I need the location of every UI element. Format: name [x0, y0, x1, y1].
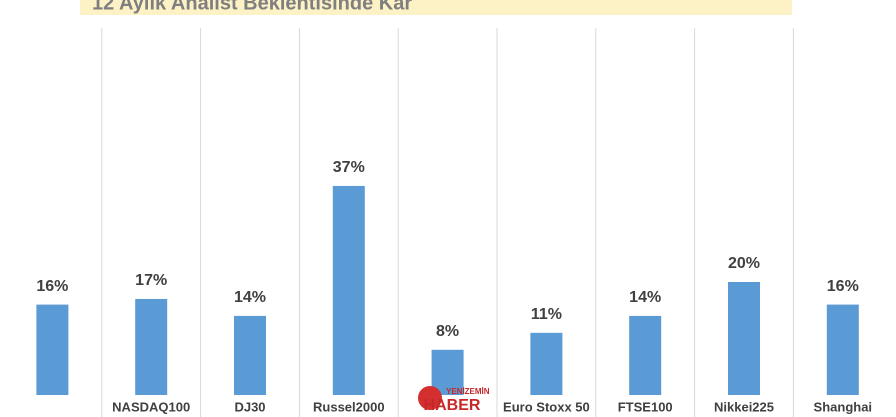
bar — [728, 282, 760, 395]
x-tick-label: Nikkei225 — [714, 399, 774, 414]
watermark-logo — [418, 386, 442, 410]
title-band — [80, 0, 792, 15]
data-label: 17% — [135, 272, 167, 289]
chart-title: 12 Aylık Analist Beklentisinde Kar — [92, 0, 412, 14]
x-tick-label: FTSE100 — [618, 399, 673, 414]
data-label: 16% — [827, 278, 859, 295]
x-tick-label: Russel2000 — [313, 399, 385, 414]
x-tick-label: NASDAQ100 — [112, 399, 190, 414]
bar — [826, 304, 859, 395]
data-label: 37% — [333, 159, 365, 176]
bar — [234, 315, 266, 395]
data-label: 8% — [436, 323, 459, 340]
data-label: 11% — [531, 306, 562, 323]
data-label: 20% — [728, 255, 760, 272]
watermark-text: HABER — [424, 397, 481, 414]
bar — [332, 185, 365, 395]
data-label: 16% — [36, 278, 68, 295]
x-tick-label: DJ30 — [234, 399, 265, 414]
x-tick-label: Shanghai — [814, 399, 873, 414]
watermark: YENİZEMİN HABER — [418, 386, 490, 414]
bar — [431, 349, 464, 395]
bar — [530, 332, 563, 395]
bar — [629, 315, 662, 395]
x-tick-label: Euro Stoxx 50 — [503, 399, 590, 414]
bar — [36, 304, 69, 395]
data-label: 14% — [629, 289, 661, 306]
data-label: 14% — [234, 289, 266, 306]
watermark-text: YENİZEMİN — [446, 387, 490, 396]
bar — [135, 298, 168, 395]
